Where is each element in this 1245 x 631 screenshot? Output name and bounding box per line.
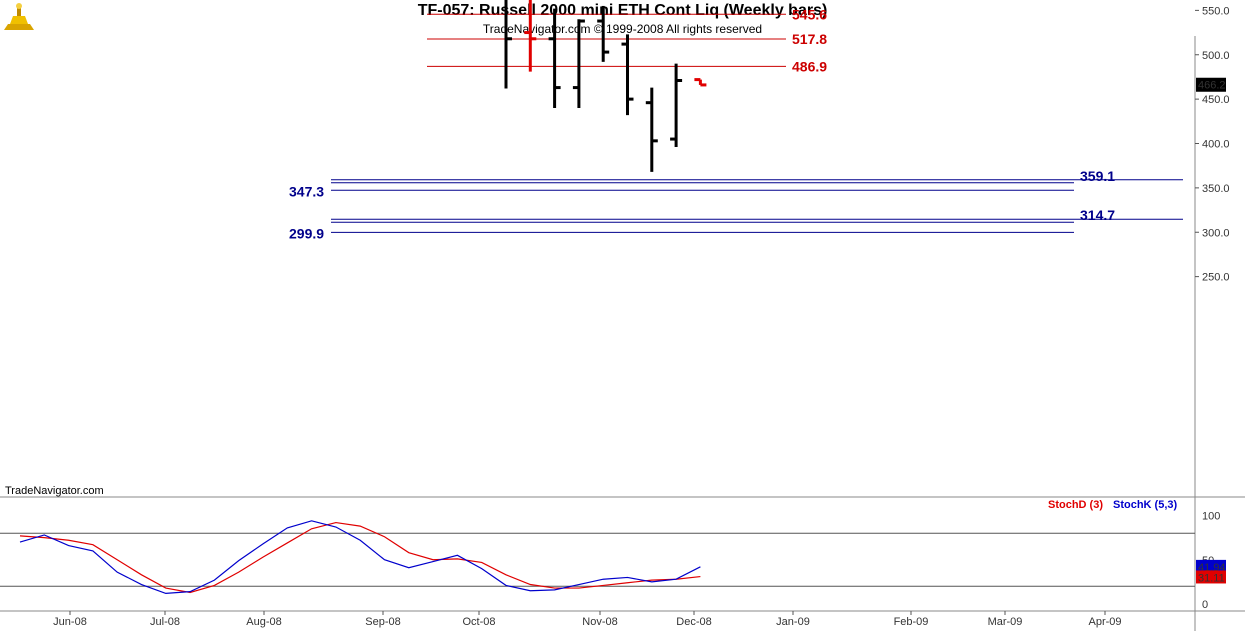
x-tick-label: Jul-08 [150, 616, 180, 628]
chart-subtitle: TradeNavigator.com © 1999-2008 All right… [482, 22, 763, 36]
support-label: 299.9 [289, 225, 324, 241]
support-label: 359.1 [1080, 168, 1115, 184]
y-tick-label: 550.0 [1202, 5, 1230, 17]
support-levels: 359.1 314.7 347.3 299.9 [289, 168, 1183, 241]
x-tick-label: Nov-08 [582, 616, 617, 628]
stoch-line [19, 520, 701, 594]
ohlc-bar [621, 34, 634, 116]
x-tick-label: Aug-08 [246, 616, 281, 628]
y-tick-label: 250.0 [1202, 272, 1230, 284]
legend-stochd: StochD (3) [1048, 499, 1103, 511]
y-tick-label: 350.0 [1202, 183, 1230, 195]
y-tick-label: 400.0 [1202, 139, 1230, 151]
fib-label: 486.9 [792, 58, 827, 74]
stochd-value-label: 31.11 [1198, 572, 1225, 584]
ohlc-bar [504, 0, 512, 89]
last-price-label: 466.2 [1198, 80, 1226, 92]
watermark-text: TradeNavigator.com [5, 485, 104, 497]
stoch-y-tick-label: 0 [1202, 599, 1208, 611]
x-tick-label: Feb-09 [894, 616, 929, 628]
legend-stochk: StochK (5,3) [1113, 499, 1178, 511]
fib-label: 567.4 [792, 0, 827, 3]
last-price-box [1196, 77, 1226, 92]
y-tick-label: 500.0 [1202, 50, 1230, 62]
ohlc-bar [524, 0, 537, 72]
fib-label: 545.6 [792, 6, 827, 22]
x-tick-label: Jun-08 [53, 616, 87, 628]
last-price-marker: 466.2 [1196, 77, 1226, 92]
support-label: 347.3 [289, 183, 324, 199]
x-tick-label: Sep-08 [365, 616, 400, 628]
x-tick-label: Dec-08 [676, 616, 711, 628]
x-tick-label: Jan-09 [776, 616, 810, 628]
trade-navigator-logo [2, 2, 36, 32]
stochd-value-box [1196, 570, 1226, 584]
ohlc-bar [645, 87, 658, 172]
ohlc-bar [548, 8, 561, 108]
fib-label: 517.8 [792, 31, 827, 47]
ohlc-bar [670, 63, 683, 148]
x-tick-label: Apr-09 [1088, 616, 1121, 628]
stoch-y-tick-label: 100 [1202, 511, 1220, 523]
y-tick-label: 300.0 [1202, 227, 1230, 239]
ohlc-bar [597, 5, 610, 62]
ohlc-bar [694, 78, 707, 87]
price-bars [504, 0, 707, 172]
ohlc-bar [572, 19, 585, 108]
price-y-axis: 250.0300.0350.0400.0450.0500.0550.0600.0… [1195, 5, 1230, 284]
y-tick-label: 450.0 [1202, 94, 1230, 106]
support-label: 314.7 [1080, 207, 1115, 223]
x-axis: Jun-08 Jul-08 Aug-08 Sep-08 Oct-08 Nov-08 Dec-… [53, 611, 1122, 628]
x-tick-label: Oct-08 [462, 616, 495, 628]
stochk-value-box [1196, 559, 1226, 573]
stoch-line [19, 521, 701, 594]
x-tick-label: Mar-09 [988, 616, 1023, 628]
chart-frame [0, 36, 1245, 631]
